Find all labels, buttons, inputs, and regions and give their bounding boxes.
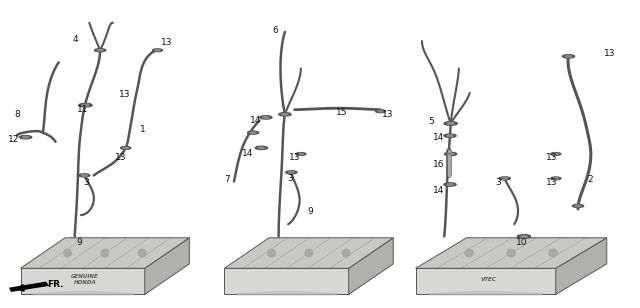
Text: 13: 13 bbox=[115, 152, 126, 162]
Ellipse shape bbox=[444, 183, 456, 186]
Ellipse shape bbox=[95, 49, 106, 52]
Text: VTEC: VTEC bbox=[481, 277, 497, 282]
Ellipse shape bbox=[22, 136, 29, 138]
Text: 13: 13 bbox=[382, 110, 394, 119]
Ellipse shape bbox=[572, 205, 584, 207]
Ellipse shape bbox=[305, 249, 312, 257]
Ellipse shape bbox=[138, 249, 146, 257]
Ellipse shape bbox=[298, 153, 303, 155]
Ellipse shape bbox=[447, 184, 453, 185]
Ellipse shape bbox=[502, 178, 508, 179]
Ellipse shape bbox=[465, 249, 474, 257]
Ellipse shape bbox=[64, 249, 72, 257]
Ellipse shape bbox=[79, 174, 90, 177]
Ellipse shape bbox=[152, 49, 163, 52]
Ellipse shape bbox=[289, 172, 294, 173]
Ellipse shape bbox=[263, 116, 269, 118]
Ellipse shape bbox=[566, 55, 572, 57]
Text: 14: 14 bbox=[433, 133, 445, 142]
Ellipse shape bbox=[517, 235, 531, 238]
Ellipse shape bbox=[260, 116, 272, 119]
Ellipse shape bbox=[282, 113, 288, 115]
Ellipse shape bbox=[79, 103, 92, 107]
Text: 3: 3 bbox=[287, 174, 292, 183]
Ellipse shape bbox=[507, 249, 515, 257]
Ellipse shape bbox=[447, 123, 454, 124]
Text: 15: 15 bbox=[336, 108, 348, 117]
Text: 13: 13 bbox=[161, 38, 172, 47]
Polygon shape bbox=[349, 238, 394, 294]
Ellipse shape bbox=[553, 178, 558, 179]
Text: 13: 13 bbox=[546, 179, 557, 188]
Polygon shape bbox=[20, 268, 145, 294]
Ellipse shape bbox=[549, 249, 557, 257]
Text: 9: 9 bbox=[307, 208, 313, 217]
Text: 3: 3 bbox=[495, 179, 501, 188]
Text: 14: 14 bbox=[433, 186, 445, 195]
Ellipse shape bbox=[268, 249, 275, 257]
Text: 3: 3 bbox=[83, 179, 89, 188]
Text: 14: 14 bbox=[250, 116, 261, 125]
Ellipse shape bbox=[259, 147, 264, 149]
Text: 5: 5 bbox=[428, 117, 434, 127]
Text: 7: 7 bbox=[225, 176, 230, 184]
Text: GENUINE
HONDA: GENUINE HONDA bbox=[71, 274, 99, 285]
Ellipse shape bbox=[575, 205, 581, 207]
Ellipse shape bbox=[447, 135, 453, 136]
Ellipse shape bbox=[499, 177, 511, 180]
Ellipse shape bbox=[296, 153, 306, 155]
Polygon shape bbox=[225, 238, 394, 268]
Text: 13: 13 bbox=[119, 90, 131, 99]
Ellipse shape bbox=[255, 146, 268, 150]
Polygon shape bbox=[556, 238, 607, 294]
Ellipse shape bbox=[444, 122, 457, 125]
Ellipse shape bbox=[81, 175, 87, 176]
Text: 13: 13 bbox=[289, 152, 301, 162]
Text: 16: 16 bbox=[433, 160, 445, 169]
Polygon shape bbox=[415, 268, 556, 294]
Text: 11: 11 bbox=[77, 105, 88, 114]
Ellipse shape bbox=[250, 132, 256, 133]
Ellipse shape bbox=[445, 152, 457, 156]
Ellipse shape bbox=[120, 147, 131, 149]
Ellipse shape bbox=[447, 153, 454, 155]
Ellipse shape bbox=[376, 110, 386, 113]
Ellipse shape bbox=[279, 113, 291, 116]
Ellipse shape bbox=[123, 147, 128, 148]
Text: 8: 8 bbox=[14, 110, 20, 119]
Text: 2: 2 bbox=[588, 176, 593, 184]
Polygon shape bbox=[20, 238, 189, 268]
Ellipse shape bbox=[520, 236, 527, 237]
Polygon shape bbox=[415, 238, 607, 268]
Ellipse shape bbox=[550, 153, 561, 155]
Ellipse shape bbox=[19, 136, 32, 139]
Text: FR.: FR. bbox=[47, 280, 64, 289]
Ellipse shape bbox=[285, 171, 297, 174]
Text: 13: 13 bbox=[604, 49, 615, 58]
Text: 14: 14 bbox=[243, 149, 253, 159]
Text: 13: 13 bbox=[546, 152, 557, 162]
Ellipse shape bbox=[155, 50, 160, 51]
Ellipse shape bbox=[248, 131, 259, 134]
Ellipse shape bbox=[82, 104, 89, 106]
Polygon shape bbox=[225, 268, 349, 294]
Ellipse shape bbox=[97, 50, 103, 51]
Text: 4: 4 bbox=[73, 35, 78, 44]
Ellipse shape bbox=[550, 177, 561, 180]
Text: 12: 12 bbox=[8, 135, 19, 144]
Text: 1: 1 bbox=[140, 125, 146, 134]
Polygon shape bbox=[145, 238, 189, 294]
Polygon shape bbox=[9, 282, 49, 292]
Ellipse shape bbox=[342, 249, 350, 257]
Ellipse shape bbox=[563, 55, 575, 58]
Ellipse shape bbox=[553, 153, 558, 155]
Ellipse shape bbox=[378, 111, 383, 112]
Text: 9: 9 bbox=[77, 238, 83, 247]
Ellipse shape bbox=[101, 249, 109, 257]
Ellipse shape bbox=[444, 134, 456, 137]
Text: 6: 6 bbox=[272, 26, 278, 35]
Text: 10: 10 bbox=[516, 238, 528, 247]
